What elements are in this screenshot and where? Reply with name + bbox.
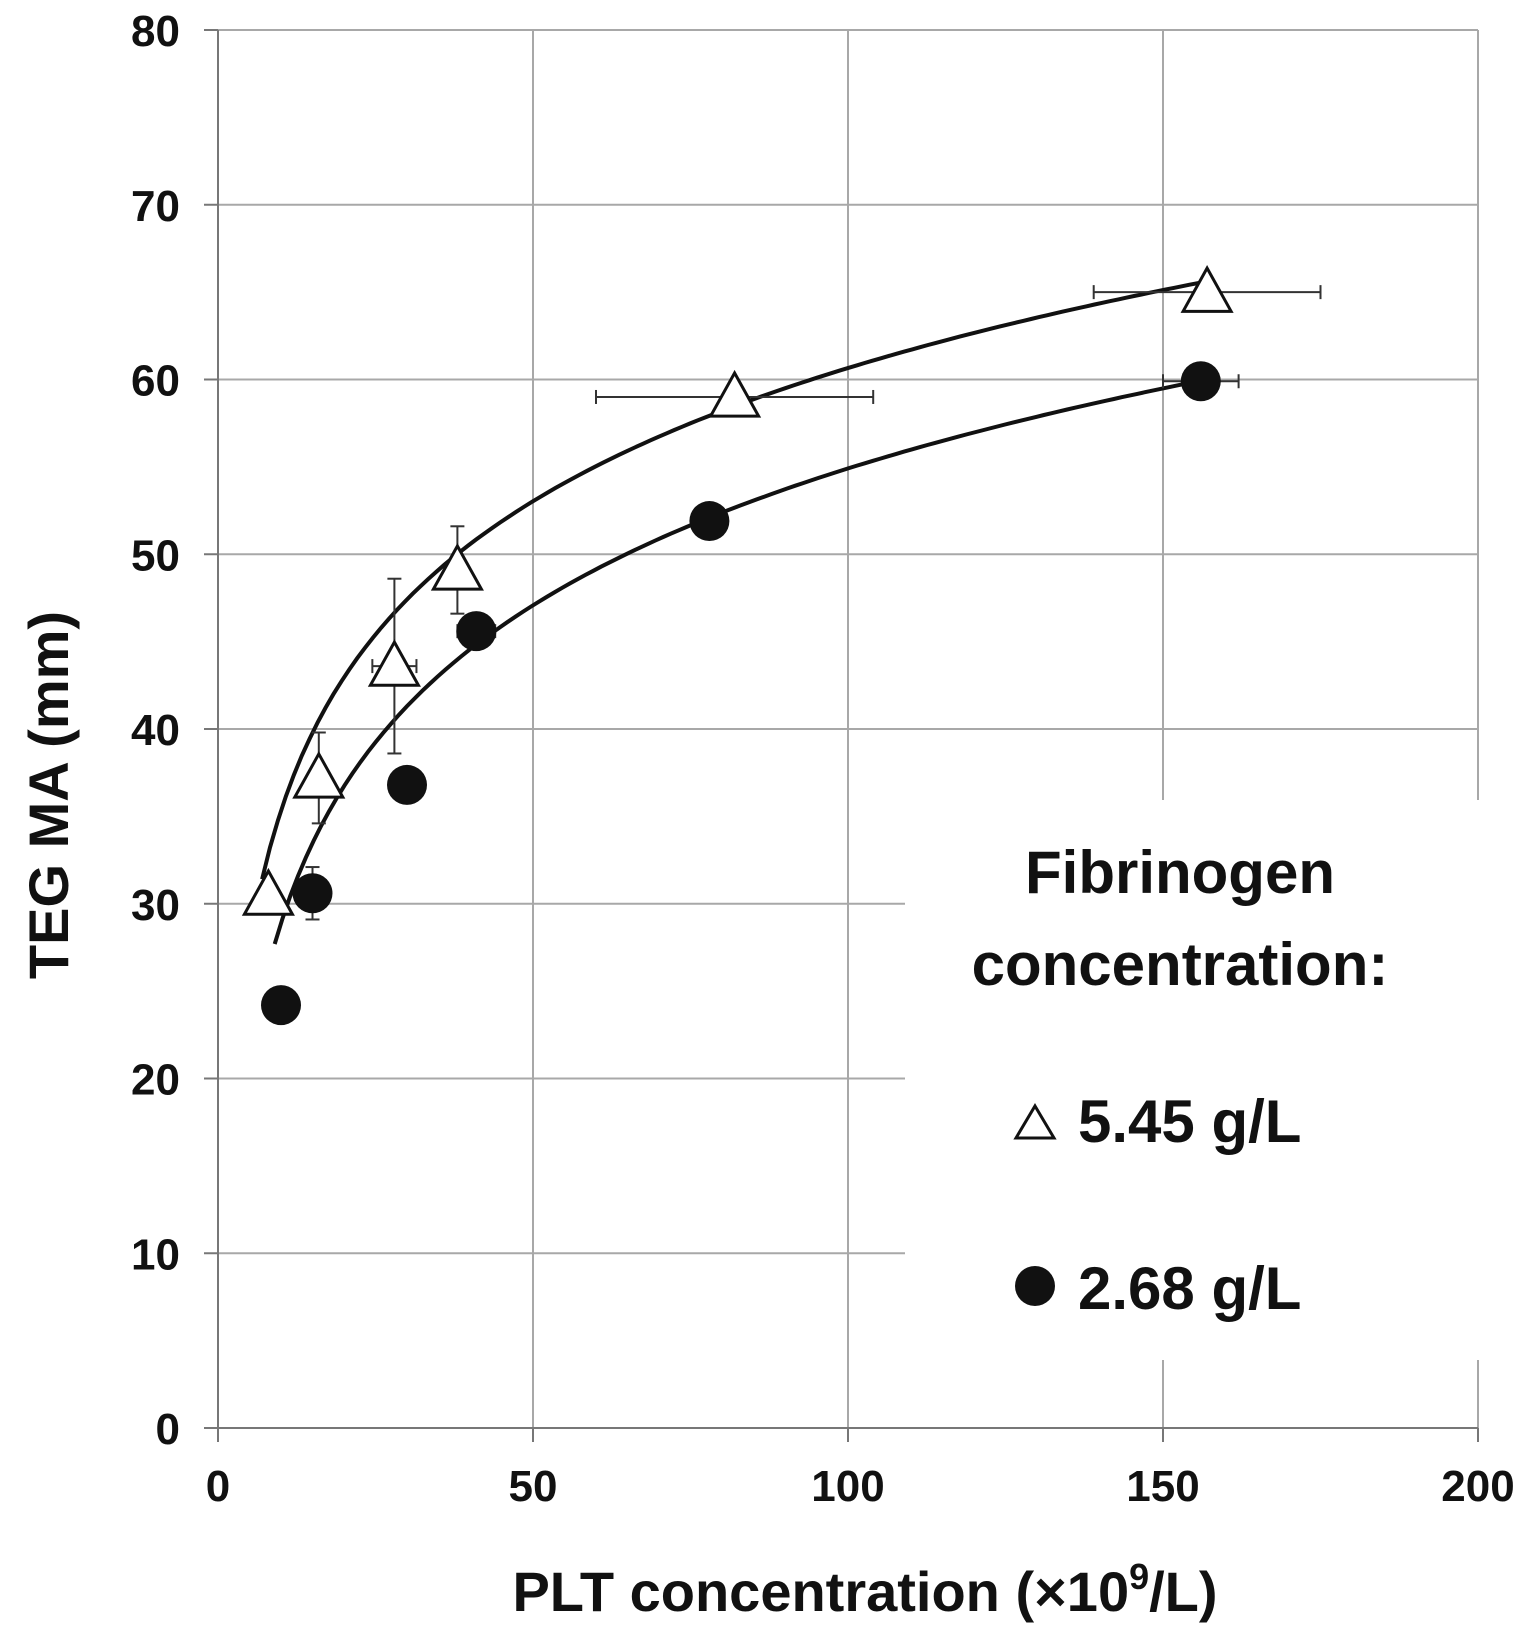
x-axis-title-main: PLT concentration (×10 <box>512 1560 1129 1623</box>
data-point-series-2 <box>387 764 427 805</box>
data-point-series-2 <box>261 985 301 1026</box>
x-axis-title-end: /L) <box>1149 1560 1217 1623</box>
x-tick-label: 0 <box>206 1462 230 1511</box>
legend-title-line2: concentration: <box>972 931 1389 998</box>
legend-circle-icon <box>1015 1266 1055 1306</box>
y-tick-label: 50 <box>131 531 180 580</box>
legend-label-series2: 2.68 g/L <box>1078 1255 1301 1322</box>
y-tick-label: 20 <box>131 1056 180 1105</box>
legend-title-line1: Fibrinogen <box>1025 839 1335 906</box>
y-tick-labels: 0 10 20 30 40 50 60 70 80 <box>131 7 180 1454</box>
x-tick-label: 150 <box>1126 1462 1199 1511</box>
data-point-series-2 <box>292 873 333 914</box>
x-tick-labels: 0 50 100 150 200 <box>206 1462 1515 1511</box>
y-tick-label: 30 <box>131 881 180 930</box>
data-point-series-1 <box>241 867 295 916</box>
data-point-series-1 <box>367 639 421 687</box>
axes <box>204 29 1479 1442</box>
markers <box>241 265 1234 1026</box>
y-tick-label: 70 <box>131 182 180 231</box>
legend: Fibrinogen concentration: 5.45 g/L 2.68 … <box>972 839 1389 1322</box>
data-point-series-2 <box>456 611 497 652</box>
fit-curve-series-2 <box>272 377 1208 945</box>
data-point-series-1 <box>430 542 484 591</box>
data-point-series-2 <box>689 501 730 542</box>
data-point-series-1 <box>1180 265 1234 313</box>
y-tick-label: 10 <box>131 1230 180 1279</box>
legend-triangle-icon <box>1013 1103 1057 1140</box>
x-tick-label: 200 <box>1441 1462 1514 1511</box>
data-point-series-1 <box>708 369 762 418</box>
data-point-series-2 <box>1180 361 1221 402</box>
legend-background <box>905 800 1480 1360</box>
x-axis-title-superscript: 9 <box>1129 1556 1149 1597</box>
y-tick-label: 40 <box>131 706 180 755</box>
y-tick-label: 0 <box>156 1405 180 1454</box>
data-point-series-1 <box>292 750 346 799</box>
x-axis-title: PLT concentration (×109/L) <box>512 1556 1217 1623</box>
y-tick-label: 80 <box>131 7 180 56</box>
x-tick-label: 100 <box>811 1462 884 1511</box>
x-tick-label: 50 <box>509 1462 558 1511</box>
legend-label-series1: 5.45 g/L <box>1078 1088 1301 1155</box>
y-axis-title: TEG MA (mm) <box>17 611 80 979</box>
y-tick-label: 60 <box>131 357 180 406</box>
